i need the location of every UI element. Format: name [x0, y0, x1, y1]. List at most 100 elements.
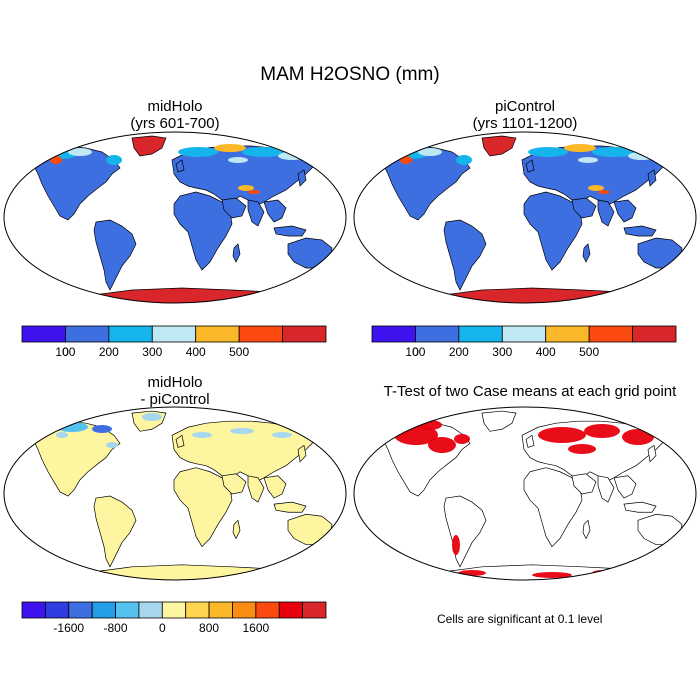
continent-namerica: [383, 145, 471, 221]
colorbar-tick-label: 0: [159, 621, 166, 635]
panel-title-line2: - piControl: [140, 391, 210, 408]
map-difference: [3, 406, 347, 581]
continent-africa: [173, 191, 233, 271]
colorbar-difference: -1600 -800 0 800 1600: [21, 601, 327, 635]
continent-seasia: [613, 199, 637, 223]
continent-greenland: [131, 135, 167, 157]
colorbar-tick-label: -800: [104, 621, 128, 635]
map-layer: [354, 132, 696, 303]
continent-samerica: [93, 219, 137, 291]
significant-region: [622, 429, 654, 445]
ocean: [354, 132, 696, 303]
continent-greenland: [481, 135, 517, 157]
continent-japan: [297, 444, 307, 463]
colorbar-swatch: [371, 325, 416, 343]
continent-nz: [331, 269, 339, 281]
snow-patch: [598, 190, 610, 194]
colorbar-swatch: [108, 325, 153, 343]
continent-uk: [525, 434, 535, 448]
colorbar-swatch: [21, 325, 66, 343]
colorbar-swatch: [232, 601, 257, 619]
continent-india: [247, 475, 265, 503]
continent-greenland: [481, 410, 517, 432]
colorbar-swatch: [21, 601, 46, 619]
colorbar-swatch: [68, 601, 93, 619]
colorbar-tick-label: 400: [186, 345, 206, 359]
snow-patch: [528, 147, 568, 157]
continent-nz: [331, 546, 339, 558]
colorbar-swatch: [185, 601, 210, 619]
map-layer: [4, 132, 346, 303]
panel-title-line1: T-Test of two Case means at each grid po…: [383, 383, 677, 400]
continent-africa: [173, 467, 233, 548]
significant-region: [428, 437, 456, 453]
colorbar-tick-label: 300: [492, 345, 512, 359]
diff-patch: [56, 432, 68, 438]
continent-madagascar: [232, 519, 241, 540]
snow-patch: [418, 148, 442, 156]
colorbar-tick-label: 200: [449, 345, 469, 359]
colorbar-swatch: [151, 325, 197, 343]
colorbar-swatch: [161, 601, 187, 619]
panel-title-ttest: T-Test of two Case means at each grid po…: [360, 383, 700, 400]
colorbar-tick-label: 400: [536, 345, 556, 359]
colorbar-tick-label: 100: [405, 345, 425, 359]
colorbar-swatch: [632, 325, 677, 343]
colorbar-swatch: [44, 601, 70, 619]
significant-region: [568, 444, 596, 454]
continent-seasia: [263, 475, 287, 499]
snow-patch: [68, 148, 92, 156]
colorbar-swatch: [138, 601, 163, 619]
colorbar-tick-label: 300: [142, 345, 162, 359]
colorbar-tick-label: 0: [62, 345, 69, 359]
snow-patch: [242, 147, 286, 157]
continent-nz: [681, 269, 689, 281]
panel-title-line1: midHolo: [147, 374, 203, 391]
continent-uk: [175, 434, 185, 448]
map-picontrol: [353, 131, 697, 304]
colorbar-swatch: [115, 601, 140, 619]
colorbar-tick-label: -1600: [53, 621, 84, 635]
continent-namerica: [33, 145, 121, 221]
continent-eurasia: [521, 145, 665, 207]
map-outline: [353, 406, 697, 581]
significant-region: [454, 434, 470, 444]
panel-title-line2: (yrs 601-700): [130, 115, 220, 132]
colorbar-swatch: [458, 325, 503, 343]
colorbar-swatch: [255, 601, 280, 619]
colorbar-swatch: [302, 601, 327, 619]
continent-japan: [647, 444, 657, 463]
ocean: [4, 132, 346, 303]
significant-region: [532, 572, 572, 578]
continent-seasia: [263, 199, 287, 223]
continent-arabia: [221, 197, 247, 219]
colorbar-swatch: [415, 325, 460, 343]
colorbar-tick-label: 100: [55, 345, 75, 359]
map-ttest: [353, 406, 697, 581]
diff-patch: [230, 428, 254, 434]
map-outline: [353, 131, 697, 304]
snow-patch: [50, 156, 62, 164]
snow-patch: [628, 152, 656, 160]
colorbar-tick-label: 800: [199, 621, 219, 635]
map-outline: [3, 406, 347, 581]
snow-patch: [238, 185, 254, 191]
significant-region: [538, 427, 586, 443]
figure-title: MAM H2OSNO (mm): [260, 64, 440, 85]
continent-japan: [647, 169, 657, 187]
snow-patch: [228, 157, 248, 163]
colorbar-swatch: [195, 325, 240, 343]
diff-patch: [106, 442, 118, 448]
continent-india: [247, 199, 265, 227]
panel-title-line2: (yrs 1101-1200): [472, 115, 578, 132]
map-outline: [3, 131, 347, 304]
diff-patch: [272, 432, 292, 438]
continent-madagascar: [582, 243, 591, 263]
continent-samerica: [443, 219, 487, 291]
continent-seasia: [613, 475, 637, 499]
continent-indonesia: [273, 501, 307, 513]
continent-india: [597, 475, 615, 503]
colorbar-tick-label: 500: [229, 345, 249, 359]
significant-region: [452, 535, 460, 555]
significant-region: [458, 570, 486, 576]
